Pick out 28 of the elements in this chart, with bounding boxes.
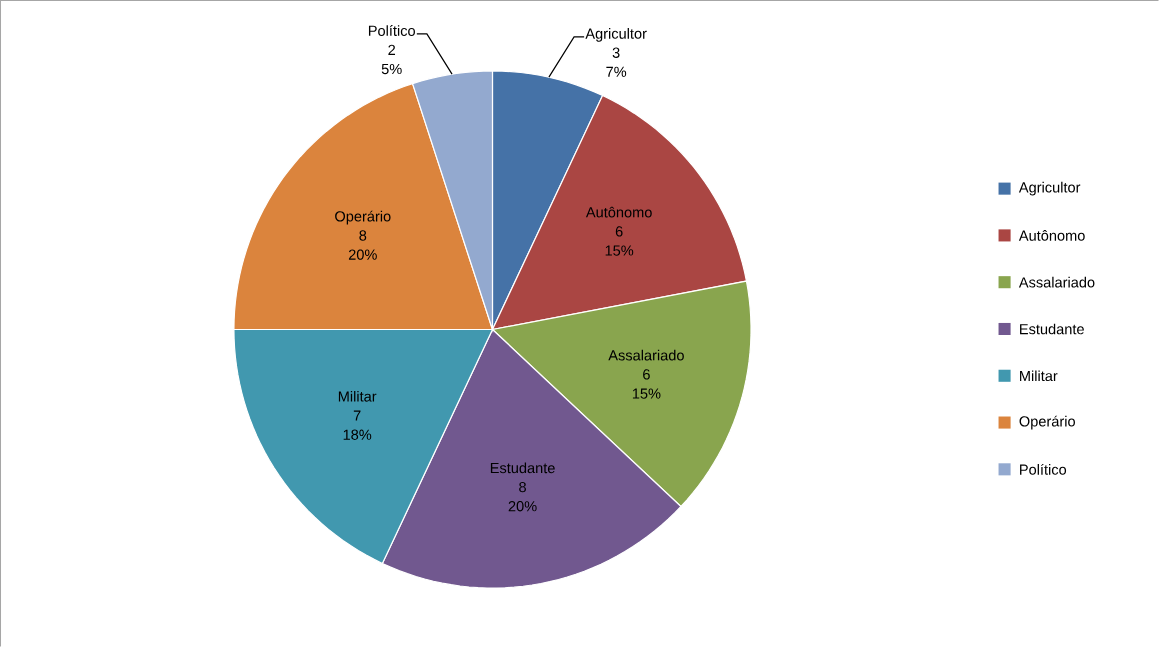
text: 8 bbox=[519, 482, 526, 493]
legend-label: Assalariado bbox=[1018, 276, 1095, 288]
legend-label: Político bbox=[1020, 463, 1067, 475]
text: 3 bbox=[612, 47, 620, 58]
legend-label: Operário bbox=[1019, 415, 1075, 430]
text: 8 bbox=[359, 230, 367, 241]
legend-label: Autônomo bbox=[1018, 230, 1085, 241]
text: 6 bbox=[615, 226, 623, 237]
data-label: 15% bbox=[605, 245, 634, 256]
legend-label: Agricultor bbox=[1018, 181, 1081, 196]
data-label: 15% bbox=[632, 388, 661, 399]
text: 2 bbox=[388, 44, 396, 55]
slice-label: Político bbox=[368, 25, 415, 36]
slice-label: Militar bbox=[338, 390, 377, 402]
slice-label: Agricultor bbox=[585, 28, 647, 42]
slice-label: Operário bbox=[335, 210, 391, 225]
slice-label: Assalariado bbox=[608, 349, 684, 361]
data-label: 18% bbox=[343, 429, 372, 440]
legend-label: Militar bbox=[1020, 370, 1058, 382]
data-label: 7% bbox=[606, 66, 627, 77]
text: 7 bbox=[353, 410, 361, 421]
data-label: 5% bbox=[381, 63, 402, 75]
data-label: 20% bbox=[348, 249, 377, 260]
legend-label: Estudante bbox=[1020, 323, 1084, 335]
slice-label: Estudante bbox=[490, 462, 555, 474]
slice-label: Autônomo bbox=[585, 206, 652, 218]
data-label: 20% bbox=[508, 501, 537, 512]
text: 6 bbox=[643, 369, 650, 380]
